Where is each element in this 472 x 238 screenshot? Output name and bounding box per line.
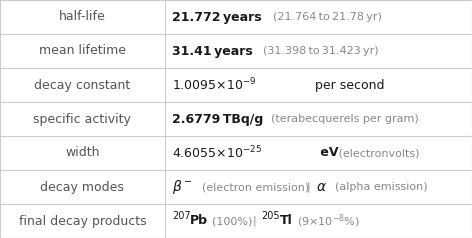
Text: half-life: half-life — [59, 10, 106, 24]
Text: mean lifetime: mean lifetime — [39, 45, 126, 58]
Text: final decay products: final decay products — [18, 214, 146, 228]
Text: |: | — [253, 216, 257, 226]
Text: width: width — [65, 147, 100, 159]
Text: $4.6055{\times}10^{-25}$: $4.6055{\times}10^{-25}$ — [172, 145, 262, 161]
Text: $\beta^-$: $\beta^-$ — [172, 178, 193, 196]
Text: (alpha emission): (alpha emission) — [335, 182, 427, 192]
Text: 2.6779 TBq/g: 2.6779 TBq/g — [172, 113, 263, 125]
Text: specific activity: specific activity — [34, 113, 131, 125]
Text: per second: per second — [311, 79, 385, 91]
Text: (21.764 to 21.78 yr): (21.764 to 21.78 yr) — [273, 12, 382, 22]
Text: (100%): (100%) — [212, 216, 253, 226]
Text: (electron emission): (electron emission) — [202, 182, 310, 192]
Text: $1.0095{\times}10^{-9}$: $1.0095{\times}10^{-9}$ — [172, 77, 256, 93]
Text: (terabecquerels per gram): (terabecquerels per gram) — [271, 114, 419, 124]
Text: (31.398 to 31.423 yr): (31.398 to 31.423 yr) — [263, 46, 379, 56]
Text: |: | — [306, 182, 310, 192]
Text: $\alpha$: $\alpha$ — [316, 180, 327, 194]
Text: Tl: Tl — [279, 214, 292, 228]
Text: 205: 205 — [261, 211, 280, 221]
Text: ($9{\times}10^{-8}$%): ($9{\times}10^{-8}$%) — [297, 212, 360, 230]
Text: decay modes: decay modes — [41, 180, 124, 193]
Text: 31.41 years: 31.41 years — [172, 45, 253, 58]
Text: (electronvolts): (electronvolts) — [335, 148, 419, 158]
Text: 21.772 years: 21.772 years — [172, 10, 261, 24]
Text: 207: 207 — [172, 211, 190, 221]
Text: decay constant: decay constant — [34, 79, 130, 91]
Text: eV: eV — [316, 147, 339, 159]
Text: Pb: Pb — [190, 214, 208, 228]
